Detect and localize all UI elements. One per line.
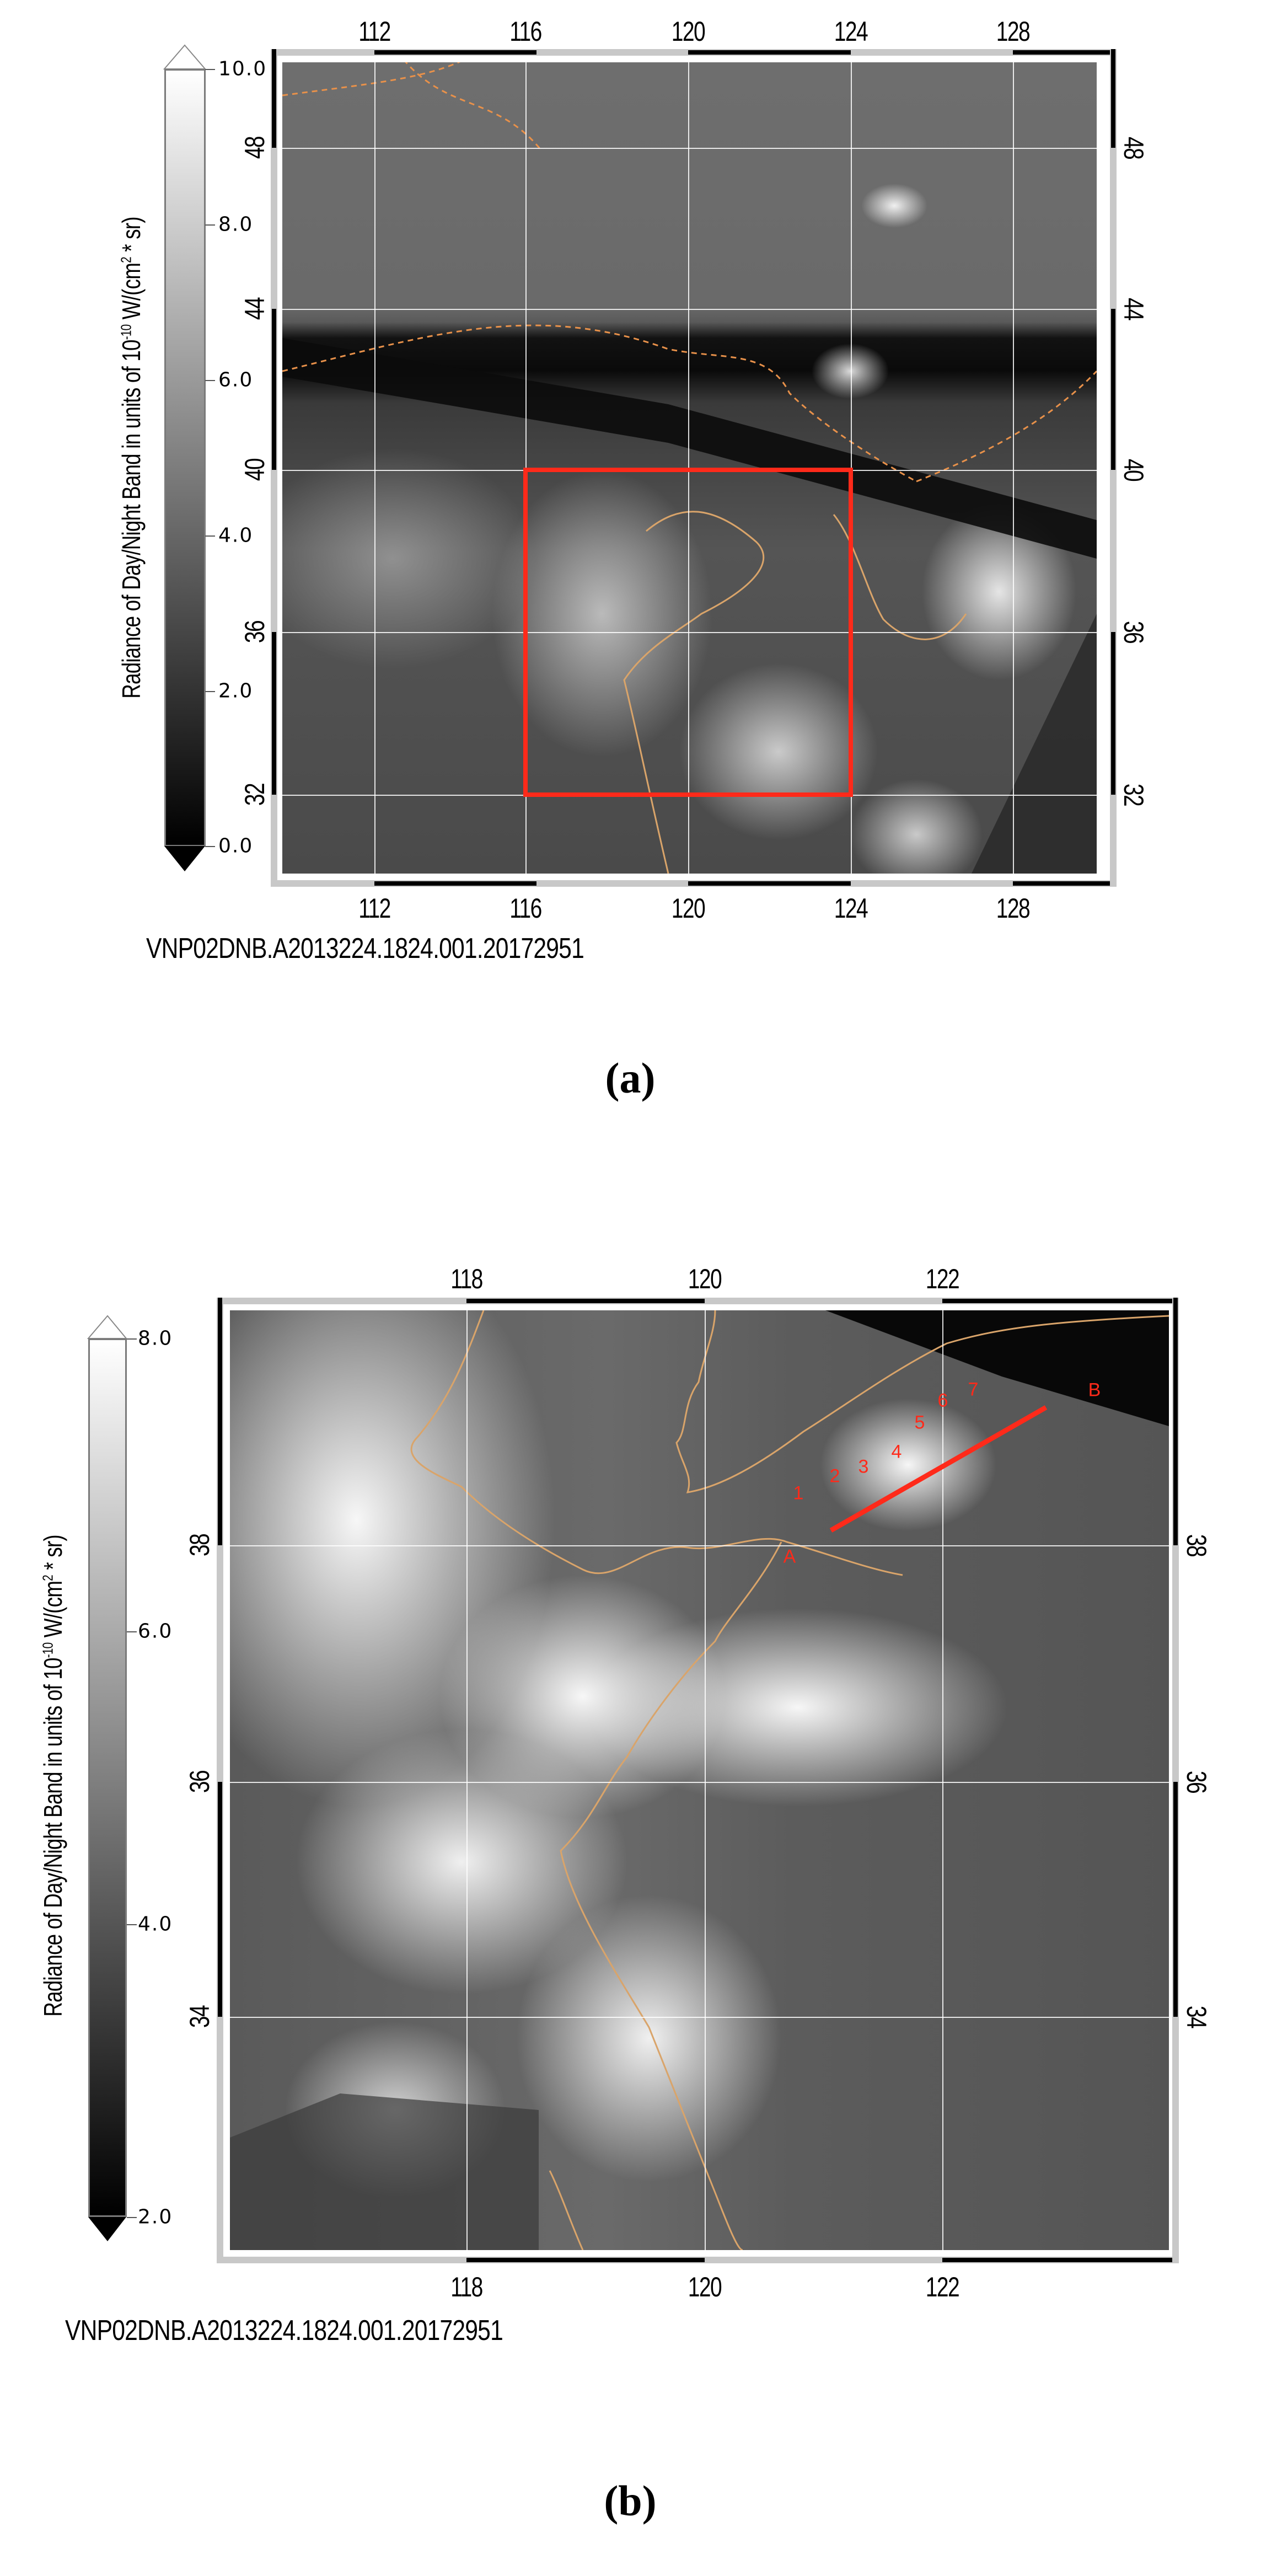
colorbar-tick-label: 10.0	[218, 57, 267, 81]
colorbar-tick	[205, 846, 215, 847]
dark-region-northeast	[230, 1310, 1169, 2250]
gridline-lat-38	[230, 1545, 1169, 1546]
lon-label-bottom: 124	[834, 893, 868, 924]
colorbar-tick-label: 6.0	[218, 368, 254, 392]
coastline-overlay	[410, 1310, 1169, 2250]
lat-label-right: 36	[1181, 1770, 1212, 1793]
lon-label-bottom: 120	[688, 2272, 722, 2302]
granule-filename: VNP02DNB.A2013224.1824.001.20172951	[146, 933, 584, 965]
panel-a: Radiance of Day/Night Band in units of 1…	[0, 0, 1261, 1158]
lon-label-top: 124	[834, 16, 868, 47]
granule-filename: VNP02DNB.A2013224.1824.001.20172951	[65, 2315, 503, 2347]
colorbar-tick	[205, 69, 215, 70]
lon-label-top: 120	[688, 1263, 722, 1294]
gridline-lat-48	[282, 148, 1097, 149]
lon-label-top: 112	[358, 16, 391, 47]
night-lights-image-b	[230, 1310, 1169, 2250]
colorbar-tick	[127, 1924, 137, 1925]
transect-point-label: 4	[891, 1441, 902, 1463]
lon-label-bottom: 120	[671, 893, 706, 924]
gridline-lon-120	[705, 1310, 706, 2250]
gridline-lat-34	[230, 2017, 1169, 2018]
gridline-lat-36	[230, 1782, 1169, 1783]
lon-label-top: 116	[509, 16, 542, 47]
left-axis-bar-b	[217, 1298, 223, 2263]
colorbar-tick-label: 2.0	[138, 2205, 173, 2229]
gridline-lon-118	[466, 1310, 468, 2250]
colorbar-tick-label: 6.0	[138, 1620, 173, 1643]
lon-label-bottom: 112	[358, 893, 391, 924]
bottom-axis-bar-b	[217, 2257, 1179, 2263]
left-axis-bar-a	[271, 49, 277, 887]
gridline-lon-128	[1013, 62, 1014, 874]
colorbar-tick-label: 2.0	[218, 679, 254, 703]
colorbar-tick	[205, 380, 215, 381]
transect-point-label: 3	[858, 1456, 869, 1477]
colorbar-tick-label: 8.0	[138, 1327, 173, 1350]
gridline-lat-36	[282, 632, 1097, 633]
lon-label-bottom: 122	[925, 2272, 960, 2302]
top-axis-bar-b	[217, 1298, 1179, 1304]
right-axis-bar-a	[1110, 49, 1117, 887]
dark-swath-band	[282, 338, 1097, 874]
gridline-lon-122	[942, 1310, 943, 2250]
lat-label-right: 38	[1181, 1534, 1212, 1557]
colorbar-a	[164, 69, 206, 847]
colorbar-b	[88, 1338, 127, 2217]
colorbar-lower-arrow-icon	[164, 846, 205, 871]
colorbar-tick-label: 4.0	[138, 1913, 173, 1936]
transect-point-label: 2	[829, 1465, 840, 1487]
lat-label-right: 34	[1181, 2005, 1212, 2028]
lat-label-left: 36	[184, 1770, 215, 1793]
transect-endpoint-b-label: B	[1088, 1379, 1101, 1401]
colorbar-tick	[205, 691, 215, 692]
lon-label-top: 128	[996, 16, 1031, 47]
gridline-lon-112	[374, 62, 375, 874]
bottom-axis-bar-a	[271, 880, 1117, 887]
colorbar-tick	[205, 224, 215, 226]
right-axis-bar-b	[1172, 1298, 1179, 2263]
lon-label-bottom: 116	[509, 893, 542, 924]
highlight-box-study-area	[523, 468, 853, 797]
transect-point-label: 6	[937, 1390, 948, 1411]
transect-point-label: 7	[968, 1379, 979, 1400]
lon-label-top: 120	[671, 16, 706, 47]
transect-point-label: 1	[793, 1482, 804, 1504]
colorbar-tick-label: 8.0	[218, 213, 254, 236]
lat-label-left: 34	[184, 2005, 215, 2028]
lon-label-top: 118	[450, 1263, 483, 1294]
colorbar-tick-label: 0.0	[218, 834, 254, 858]
panel-label-b: (b)	[604, 2477, 657, 2525]
colorbar-tick	[127, 2217, 137, 2218]
lon-label-bottom: 118	[450, 2272, 483, 2302]
colorbar-tick	[205, 535, 215, 537]
transect-point-label: 5	[914, 1412, 925, 1433]
transect-endpoint-a-label: A	[783, 1546, 796, 1567]
top-axis-bar-a	[271, 49, 1117, 56]
lon-label-bottom: 128	[996, 893, 1031, 924]
colorbar-tick-label: 4.0	[218, 524, 254, 547]
lon-label-top: 122	[925, 1263, 960, 1294]
colorbar-tick	[127, 1338, 137, 1340]
gridline-lat-44	[282, 309, 1097, 310]
colorbar-tick	[127, 1631, 137, 1632]
lat-label-left: 38	[184, 1534, 215, 1557]
colorbar-lower-arrow-icon	[88, 2217, 126, 2241]
panel-label-a: (a)	[605, 1054, 656, 1102]
